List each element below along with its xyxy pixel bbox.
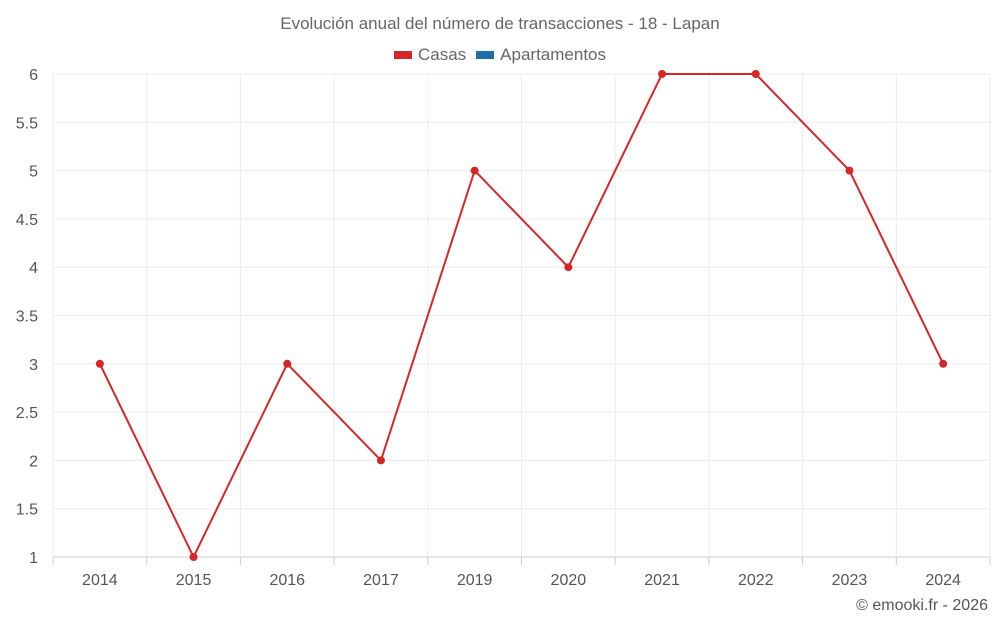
x-tick-label: 2024 xyxy=(925,572,961,589)
legend-swatch-casas xyxy=(393,51,412,59)
y-tick-label: 6 xyxy=(29,67,38,84)
data-point xyxy=(845,166,854,175)
x-tick-label: 2022 xyxy=(738,572,774,589)
legend-item-casas[interactable]: Casas xyxy=(393,45,467,65)
y-tick-label: 4.5 xyxy=(16,212,38,229)
legend-label-apartamentos: Apartamentos xyxy=(500,45,607,64)
chart-title: Evolución anual del número de transaccio… xyxy=(280,14,720,33)
y-tick-label: 5.5 xyxy=(16,115,38,132)
x-tick-label: 2016 xyxy=(269,572,305,589)
credit-text: © emooki.fr - 2026 xyxy=(856,597,988,614)
y-tick-label: 4 xyxy=(29,260,38,277)
y-tick-label: 2.5 xyxy=(16,405,38,422)
x-tick-label: 2017 xyxy=(363,572,399,589)
y-tick-label: 3 xyxy=(29,357,38,374)
x-tick-label: 2020 xyxy=(551,572,587,589)
y-tick-label: 3.5 xyxy=(16,309,38,326)
data-point xyxy=(658,70,667,78)
y-tick-label: 1.5 xyxy=(16,502,38,519)
legend-item-apartamentos[interactable]: Apartamentos xyxy=(476,45,606,65)
x-tick-label: 2019 xyxy=(457,572,493,589)
x-tick-label: 2015 xyxy=(176,572,212,589)
x-tick-label: 2023 xyxy=(832,572,868,589)
x-tick-label: 2014 xyxy=(82,572,118,589)
y-tick-label: 5 xyxy=(29,164,38,181)
data-point xyxy=(470,166,479,175)
data-point xyxy=(283,359,292,368)
series-line-casas xyxy=(98,73,945,560)
data-point xyxy=(376,456,385,465)
legend-swatch-apartamentos xyxy=(476,51,495,59)
data-point xyxy=(751,70,760,78)
y-tick-label: 2 xyxy=(29,453,38,470)
legend-label-casas: Casas xyxy=(417,45,467,64)
legend: Casas Apartamentos xyxy=(0,45,1000,65)
data-point xyxy=(564,263,573,272)
data-point xyxy=(939,359,948,368)
data-point xyxy=(95,359,104,368)
data-point xyxy=(189,553,198,561)
x-tick-label: 2021 xyxy=(644,572,680,589)
y-tick-label: 1 xyxy=(29,550,38,567)
